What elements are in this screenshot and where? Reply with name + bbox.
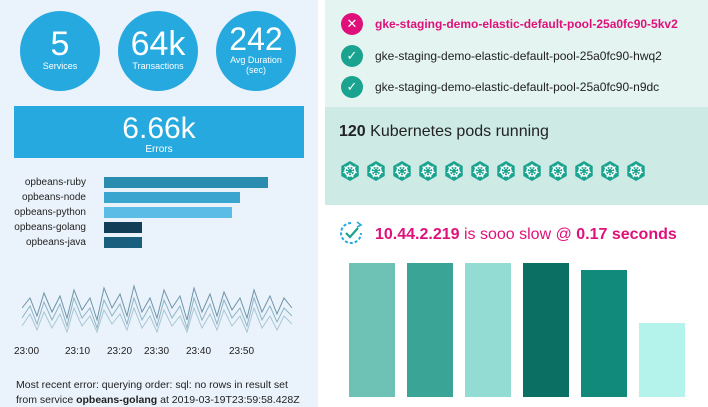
kubernetes-pod-icon — [549, 161, 567, 181]
most-recent-error: Most recent error: querying order: sql: … — [16, 378, 316, 407]
recent-error-timestamp: at 2019-03-19T23:59:58.428Z — [157, 394, 300, 406]
sparkline-tick-4: 23:40 — [186, 346, 212, 357]
sparkline-tick-3: 23:30 — [144, 346, 170, 357]
sparkline-series-1 — [22, 284, 292, 322]
slow-host-value: 0.17 seconds — [576, 226, 677, 243]
kubernetes-panel: ✕ gke-staging-demo-elastic-default-pool-… — [325, 0, 708, 407]
errors-value: 6.66k — [122, 112, 196, 145]
sparkline-tick-0: 23:00 — [14, 346, 40, 357]
sparkline-tick-1: 23:10 — [65, 346, 91, 357]
services-stat: 5 Services — [20, 11, 100, 91]
kubernetes-pod-icon — [575, 161, 593, 181]
observability-panel: 5 Services 64k Transactions 242 Avg Dura… — [0, 0, 318, 407]
slow-host-ip: 10.44.2.219 — [375, 226, 460, 243]
transactions-label: Transactions — [132, 61, 184, 71]
services-value: 5 — [50, 25, 70, 63]
slow-host-bar — [407, 263, 453, 397]
pod-icons — [339, 160, 651, 182]
node-row: ✕ gke-staging-demo-elastic-default-pool-… — [341, 12, 678, 36]
service-label-golang: opbeans-golang — [14, 222, 86, 233]
transactions-stat: 64k Transactions — [118, 11, 198, 91]
sparkline-series-3 — [22, 306, 292, 334]
service-bar-golang — [104, 222, 142, 233]
node-name: gke-staging-demo-elastic-default-pool-25… — [375, 80, 660, 94]
slow-host-bar — [349, 263, 395, 397]
recent-error-from: from service — [16, 394, 77, 406]
slow-host-panel: 10.44.2.219 is sooo slow @ 0.17 seconds — [325, 205, 708, 407]
service-bar-python — [104, 207, 232, 218]
service-label-python: opbeans-python — [14, 207, 86, 218]
x-icon: ✕ — [341, 13, 363, 35]
pods-count: 120 — [339, 123, 366, 140]
node-row: ✓ gke-staging-demo-elastic-default-pool-… — [341, 75, 659, 99]
service-bar-node — [104, 192, 240, 203]
pods-label: Kubernetes pods running — [365, 123, 549, 140]
node-name: gke-staging-demo-elastic-default-pool-25… — [375, 17, 678, 31]
node-row: ✓ gke-staging-demo-elastic-default-pool-… — [341, 44, 662, 68]
slow-host-bar — [523, 263, 569, 397]
recent-error-line2: from service opbeans-golang at 2019-03-1… — [16, 393, 316, 407]
avg-duration-unit: (sec) — [246, 65, 266, 75]
sparkline-series-2 — [22, 296, 292, 330]
avg-duration-label: Avg Duration — [230, 55, 282, 65]
kubernetes-pod-icon — [393, 161, 411, 181]
errors-stat: 6.66k Errors — [14, 106, 304, 158]
pods-running-text: 120 Kubernetes pods running — [339, 123, 549, 141]
kubernetes-pod-icon — [445, 161, 463, 181]
service-bar-java — [104, 237, 142, 248]
slow-host-bar — [465, 263, 511, 397]
pods-panel: 120 Kubernetes pods running — [325, 107, 708, 205]
slow-host-bar — [581, 270, 627, 397]
recent-error-line1: Most recent error: querying order: sql: … — [16, 379, 288, 391]
kubernetes-pod-icon — [627, 161, 645, 181]
service-label-node: opbeans-node — [22, 192, 86, 203]
kubernetes-pod-icon — [341, 161, 359, 181]
check-icon: ✓ — [341, 45, 363, 67]
avg-duration-stat: 242 Avg Duration (sec) — [216, 11, 296, 91]
services-label: Services — [42, 61, 78, 71]
kubernetes-pod-icon — [497, 161, 515, 181]
slow-host-text: 10.44.2.219 is sooo slow @ 0.17 seconds — [375, 226, 677, 244]
service-label-java: opbeans-java — [25, 237, 86, 248]
slow-host-bar — [639, 323, 685, 397]
slow-host-middle: is sooo slow @ — [459, 226, 577, 243]
check-icon: ✓ — [341, 76, 363, 98]
service-label-ruby: opbeans-ruby — [24, 177, 86, 188]
recent-error-service: opbeans-golang — [76, 394, 158, 406]
kubernetes-pod-icon — [367, 161, 385, 181]
kubernetes-pod-icon — [601, 161, 619, 181]
kubernetes-pod-icon — [419, 161, 437, 181]
transactions-sparkline — [22, 284, 292, 334]
transactions-value: 64k — [130, 25, 186, 63]
errors-label: Errors — [145, 144, 173, 155]
node-name: gke-staging-demo-elastic-default-pool-25… — [375, 49, 662, 63]
sparkline-tick-5: 23:50 — [229, 346, 255, 357]
nodes-panel: ✕ gke-staging-demo-elastic-default-pool-… — [325, 0, 708, 107]
kubernetes-pod-icon — [471, 161, 489, 181]
sparkline-tick-2: 23:20 — [107, 346, 133, 357]
timer-check-icon — [340, 221, 363, 244]
service-bar-ruby — [104, 177, 268, 188]
avg-duration-value: 242 — [229, 21, 283, 57]
kubernetes-pod-icon — [523, 161, 541, 181]
